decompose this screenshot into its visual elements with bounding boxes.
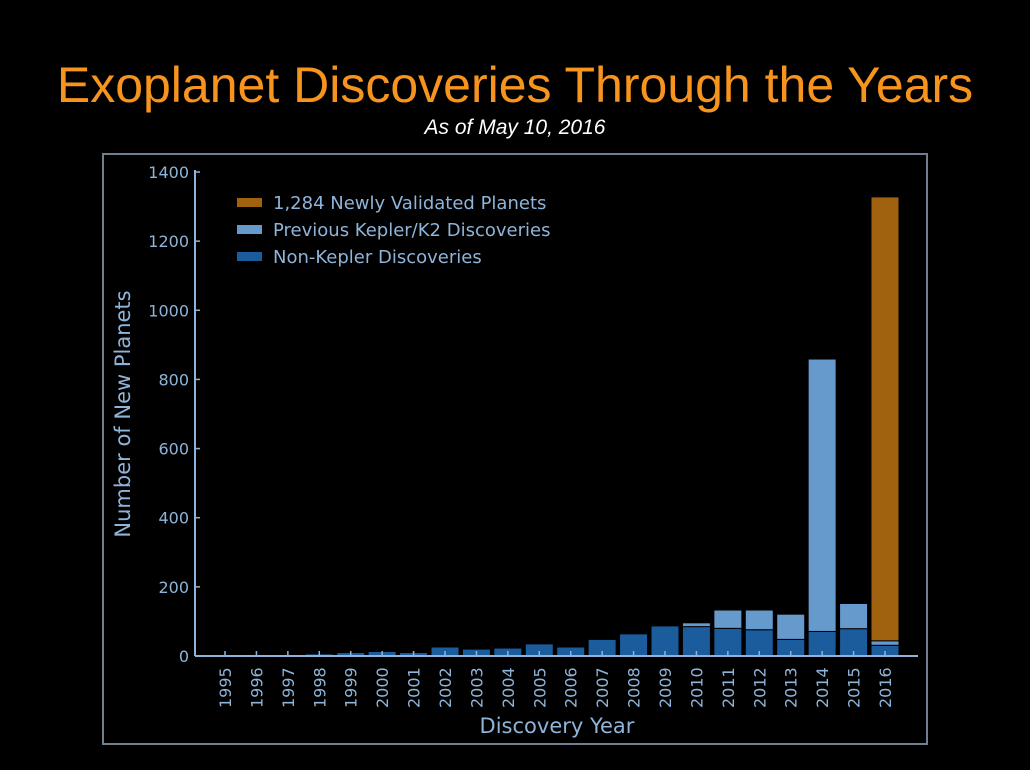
y-tick-label: 1400 — [148, 163, 189, 182]
y-axis-label: Number of New Planets — [111, 290, 135, 537]
y-tick-label: 400 — [158, 509, 189, 528]
y-tick-label: 800 — [158, 370, 189, 389]
legend-label: Non-Kepler Discoveries — [273, 247, 482, 268]
legend-swatch — [237, 198, 262, 207]
x-tick-label: 2002 — [436, 667, 455, 708]
x-tick-label: 2005 — [530, 667, 549, 708]
x-tick-label: 1996 — [247, 667, 266, 708]
x-tick-label: 2001 — [405, 667, 424, 708]
x-tick-label: 2016 — [876, 667, 895, 708]
y-tick-label: 0 — [179, 647, 189, 666]
x-tick-label: 2010 — [687, 667, 706, 708]
x-tick-label: 2009 — [656, 667, 675, 708]
x-tick-label: 2011 — [719, 667, 738, 708]
legend-swatch — [237, 252, 262, 261]
legend-label: 1,284 Newly Validated Planets — [273, 193, 546, 214]
chart-title: Exoplanet Discoveries Through the Years — [56, 57, 974, 113]
x-tick-label: 2003 — [467, 667, 486, 708]
x-tick-label: 1997 — [279, 667, 298, 708]
x-tick-label: 2006 — [562, 667, 581, 708]
x-tick-label: 2014 — [813, 667, 832, 708]
y-tick-label: 200 — [158, 578, 189, 597]
bar-2014-series-1 — [807, 358, 837, 632]
x-tick-label: 1995 — [216, 667, 235, 708]
bar-2009-series-0 — [650, 625, 680, 657]
y-tick-label: 1000 — [148, 301, 189, 320]
y-tick-label: 600 — [158, 440, 189, 459]
x-tick-label: 2013 — [782, 667, 801, 708]
x-tick-label: 2000 — [373, 667, 392, 708]
legend-swatch — [237, 225, 262, 234]
x-tick-label: 2007 — [593, 667, 612, 708]
y-tick-label: 1200 — [148, 232, 189, 251]
bar-2010-series-1 — [681, 622, 711, 628]
x-tick-label: 1998 — [310, 667, 329, 708]
chart-subtitle: As of May 10, 2016 — [424, 116, 606, 139]
x-tick-label: 1999 — [342, 667, 361, 708]
x-tick-label: 2008 — [625, 667, 644, 708]
chart-frame — [102, 153, 928, 745]
bar-2015-series-1 — [839, 602, 869, 630]
bar-2011-series-1 — [713, 609, 743, 629]
x-tick-label: 2015 — [845, 667, 864, 708]
bar-2012-series-1 — [744, 609, 774, 631]
bar-2016-series-2 — [870, 196, 900, 642]
legend-label: Previous Kepler/K2 Discoveries — [273, 220, 550, 241]
x-tick-label: 2004 — [499, 667, 518, 708]
x-axis-label: Discovery Year — [480, 714, 635, 738]
bar-2016-series-1 — [870, 640, 900, 646]
x-tick-label: 2012 — [750, 667, 769, 708]
bar-2013-series-1 — [776, 613, 806, 640]
